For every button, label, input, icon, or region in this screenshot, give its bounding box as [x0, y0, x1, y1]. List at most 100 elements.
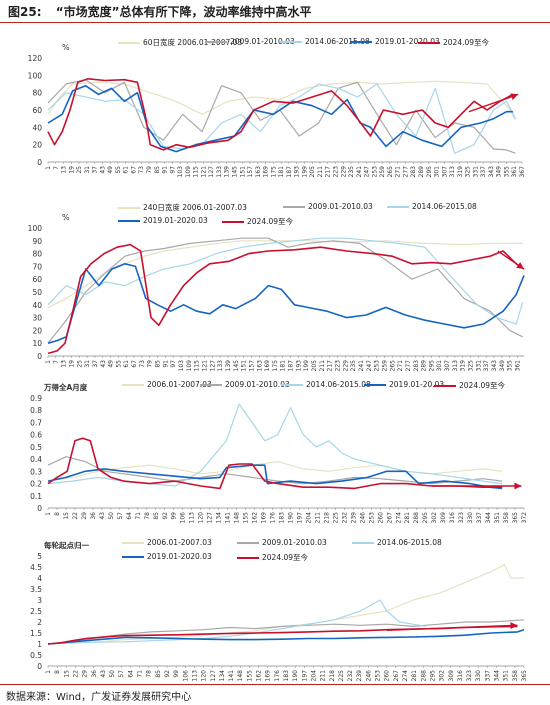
x-tick-label: 22: [72, 512, 79, 520]
x-tick-label: 295: [429, 670, 436, 682]
x-tick-label: 325: [468, 360, 475, 372]
x-tick-label: 13: [61, 166, 68, 174]
legend-label: 2019.01-2020.03: [375, 37, 440, 46]
x-tick-label: 37: [92, 166, 99, 174]
x-tick-label: 205: [309, 166, 316, 178]
x-tick-label: 139: [225, 360, 232, 372]
x-tick-label: 365: [521, 670, 528, 682]
x-tick-label: 175: [270, 166, 277, 178]
legend-label: 2024.09至今: [443, 38, 490, 47]
legend-item: 2019.01-2020.03: [122, 552, 212, 561]
x-tick-label: 323: [458, 512, 465, 524]
x-tick-label: 49: [108, 360, 115, 368]
x-tick-label: 36: [90, 512, 97, 520]
x-tick-label: 349: [499, 360, 506, 372]
series-line-4: [47, 263, 525, 344]
x-tick-label: 193: [295, 360, 302, 372]
x-tick-label: 217: [325, 166, 332, 178]
x-tick-label: 260: [377, 512, 384, 524]
legend-label: 60日宽度 2006.01-2007.03: [143, 38, 243, 47]
y-tick-label: 80: [32, 89, 42, 98]
x-tick-label: 155: [243, 512, 250, 524]
y-tick-label: 0.2: [30, 480, 42, 489]
x-tick-label: 91: [162, 360, 169, 368]
y-tick-label: 4: [37, 574, 42, 583]
figure-label: 图25:: [8, 5, 42, 19]
x-tick-label: 163: [256, 360, 263, 372]
x-tick-label: 183: [279, 512, 286, 524]
x-tick-label: 113: [189, 512, 196, 524]
x-tick-label: 199: [303, 360, 310, 372]
legend-label: 2019.01-20.03: [389, 380, 445, 389]
figure-title-bar: 图25: “市场宽度”总体有所下降，波动率维持中高水平: [0, 0, 550, 22]
y-tick-label: 50: [32, 288, 42, 297]
x-tick-label: 259: [379, 166, 386, 178]
y-tick-label: 100: [28, 71, 43, 80]
legend-swatch: [222, 220, 244, 223]
x-tick-label: 162: [252, 512, 259, 524]
legend-swatch: [418, 41, 440, 44]
x-tick-label: 330: [475, 670, 482, 682]
x-tick-label: 217: [327, 360, 334, 372]
x-tick-label: 121: [201, 360, 208, 372]
y-tick-label: 90: [32, 237, 42, 246]
y-tick-label: 0.4: [30, 455, 42, 464]
y-tick-label: 3: [37, 596, 42, 605]
y-tick-label: 20: [32, 326, 42, 335]
x-tick-label: 1: [45, 670, 52, 674]
legend-swatch: [118, 41, 140, 44]
y-tick-label: 0: [37, 662, 42, 671]
x-tick-label: 225: [338, 670, 345, 682]
x-tick-label: 190: [292, 670, 299, 682]
x-tick-label: 288: [420, 670, 427, 682]
legend-swatch: [283, 205, 305, 208]
x-tick-label: 79: [146, 166, 153, 174]
x-tick-label: 241: [358, 360, 365, 372]
legend-item: 2014.06-2015.08: [387, 202, 477, 211]
x-tick-label: 223: [335, 360, 342, 372]
legend-item: 2006.01-2007.03: [122, 538, 212, 547]
x-tick-label: 316: [449, 512, 456, 524]
x-tick-label: 64: [127, 670, 134, 678]
figure-title: 图25: “市场宽度”总体有所下降，波动率维持中高水平: [8, 3, 311, 20]
series-line-1: [47, 240, 523, 308]
legend-item: 2009.01-2010.03: [205, 37, 295, 46]
legend-label: 2009.01-2010.03: [262, 538, 327, 547]
x-tick-label: 288: [413, 512, 420, 524]
series-line-3: [47, 83, 517, 154]
x-tick-label: 319: [457, 166, 464, 178]
x-tick-label: 61: [123, 166, 130, 174]
chart-panel-1: % 0 20 40 60 80 100 120 1 7 13 19 25 31 37 43 49 55 61 67 73…: [0, 32, 550, 192]
x-tick-label: 106: [180, 512, 187, 524]
x-tick-label: 367: [519, 166, 526, 178]
x-tick-label: 247: [364, 166, 371, 178]
y-tick-label: 120: [28, 54, 43, 63]
y-tick-label: 60: [32, 275, 42, 284]
x-tick-label: 134: [219, 670, 226, 682]
x-tick-label: 99: [173, 670, 180, 678]
x-tick-label: 7: [53, 166, 60, 170]
x-tick-label: 337: [483, 360, 490, 372]
x-tick-label: 139: [224, 166, 231, 178]
series-line-2: [47, 619, 525, 645]
x-tick-label: 309: [440, 512, 447, 524]
x-tick-label: 103: [177, 166, 184, 178]
x-tick-label: 85: [155, 670, 162, 678]
x-tick-label: 36: [91, 670, 98, 678]
x-tick-label: 31: [84, 360, 91, 368]
x-tick-label: 151: [239, 166, 246, 178]
x-tick-label: 85: [155, 360, 162, 368]
x-tick-label: 351: [503, 670, 510, 682]
x-tick-label: 223: [333, 166, 340, 178]
x-tick-label: 181: [278, 166, 285, 178]
chart-svg-1: % 0 20 40 60 80 100 120 1 7 13 19 25 31 37 43 49 55 61 67 73…: [28, 43, 526, 178]
series-line-2: [47, 79, 516, 154]
x-tick-label: 260: [384, 670, 391, 682]
x-tick-label: 115: [193, 166, 200, 178]
series-line-4: [47, 84, 513, 153]
x-tick-label: 253: [375, 670, 382, 682]
x-tick-label: 103: [178, 360, 185, 372]
x-tick-label: 358: [503, 512, 510, 524]
x-tick-label: 127: [210, 670, 217, 682]
